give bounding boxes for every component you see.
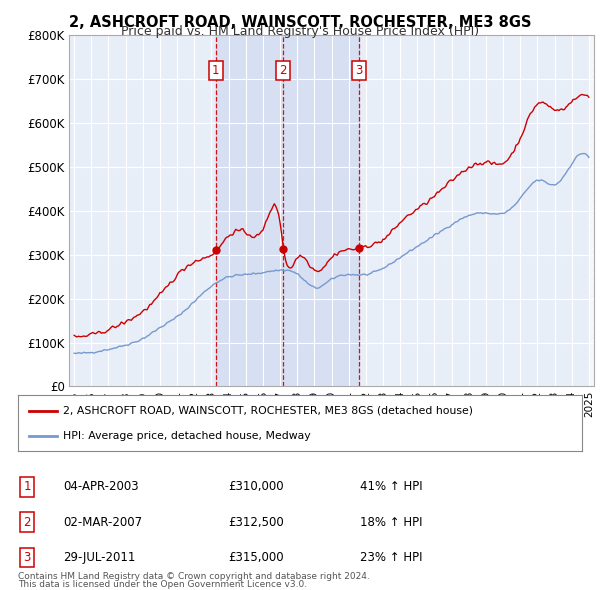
Text: 02-MAR-2007: 02-MAR-2007 [63, 516, 142, 529]
Text: HPI: Average price, detached house, Medway: HPI: Average price, detached house, Medw… [63, 431, 311, 441]
Text: 1: 1 [23, 480, 31, 493]
Text: 2, ASHCROFT ROAD, WAINSCOTT, ROCHESTER, ME3 8GS: 2, ASHCROFT ROAD, WAINSCOTT, ROCHESTER, … [69, 15, 531, 30]
Text: 2, ASHCROFT ROAD, WAINSCOTT, ROCHESTER, ME3 8GS (detached house): 2, ASHCROFT ROAD, WAINSCOTT, ROCHESTER, … [63, 406, 473, 416]
Text: £312,500: £312,500 [228, 516, 284, 529]
Text: £310,000: £310,000 [228, 480, 284, 493]
Text: 2: 2 [279, 64, 287, 77]
Text: 41% ↑ HPI: 41% ↑ HPI [360, 480, 422, 493]
Text: 3: 3 [23, 551, 31, 564]
Text: This data is licensed under the Open Government Licence v3.0.: This data is licensed under the Open Gov… [18, 580, 307, 589]
Text: 29-JUL-2011: 29-JUL-2011 [63, 551, 136, 564]
Text: 2: 2 [23, 516, 31, 529]
Bar [589, 35, 594, 386]
Text: 23% ↑ HPI: 23% ↑ HPI [360, 551, 422, 564]
Text: 04-APR-2003: 04-APR-2003 [63, 480, 139, 493]
Text: £315,000: £315,000 [228, 551, 284, 564]
Text: Price paid vs. HM Land Registry's House Price Index (HPI): Price paid vs. HM Land Registry's House … [121, 25, 479, 38]
Bar [215, 35, 359, 386]
Text: Contains HM Land Registry data © Crown copyright and database right 2024.: Contains HM Land Registry data © Crown c… [18, 572, 370, 581]
Text: 1: 1 [212, 64, 220, 77]
Text: 18% ↑ HPI: 18% ↑ HPI [360, 516, 422, 529]
Text: 3: 3 [355, 64, 362, 77]
